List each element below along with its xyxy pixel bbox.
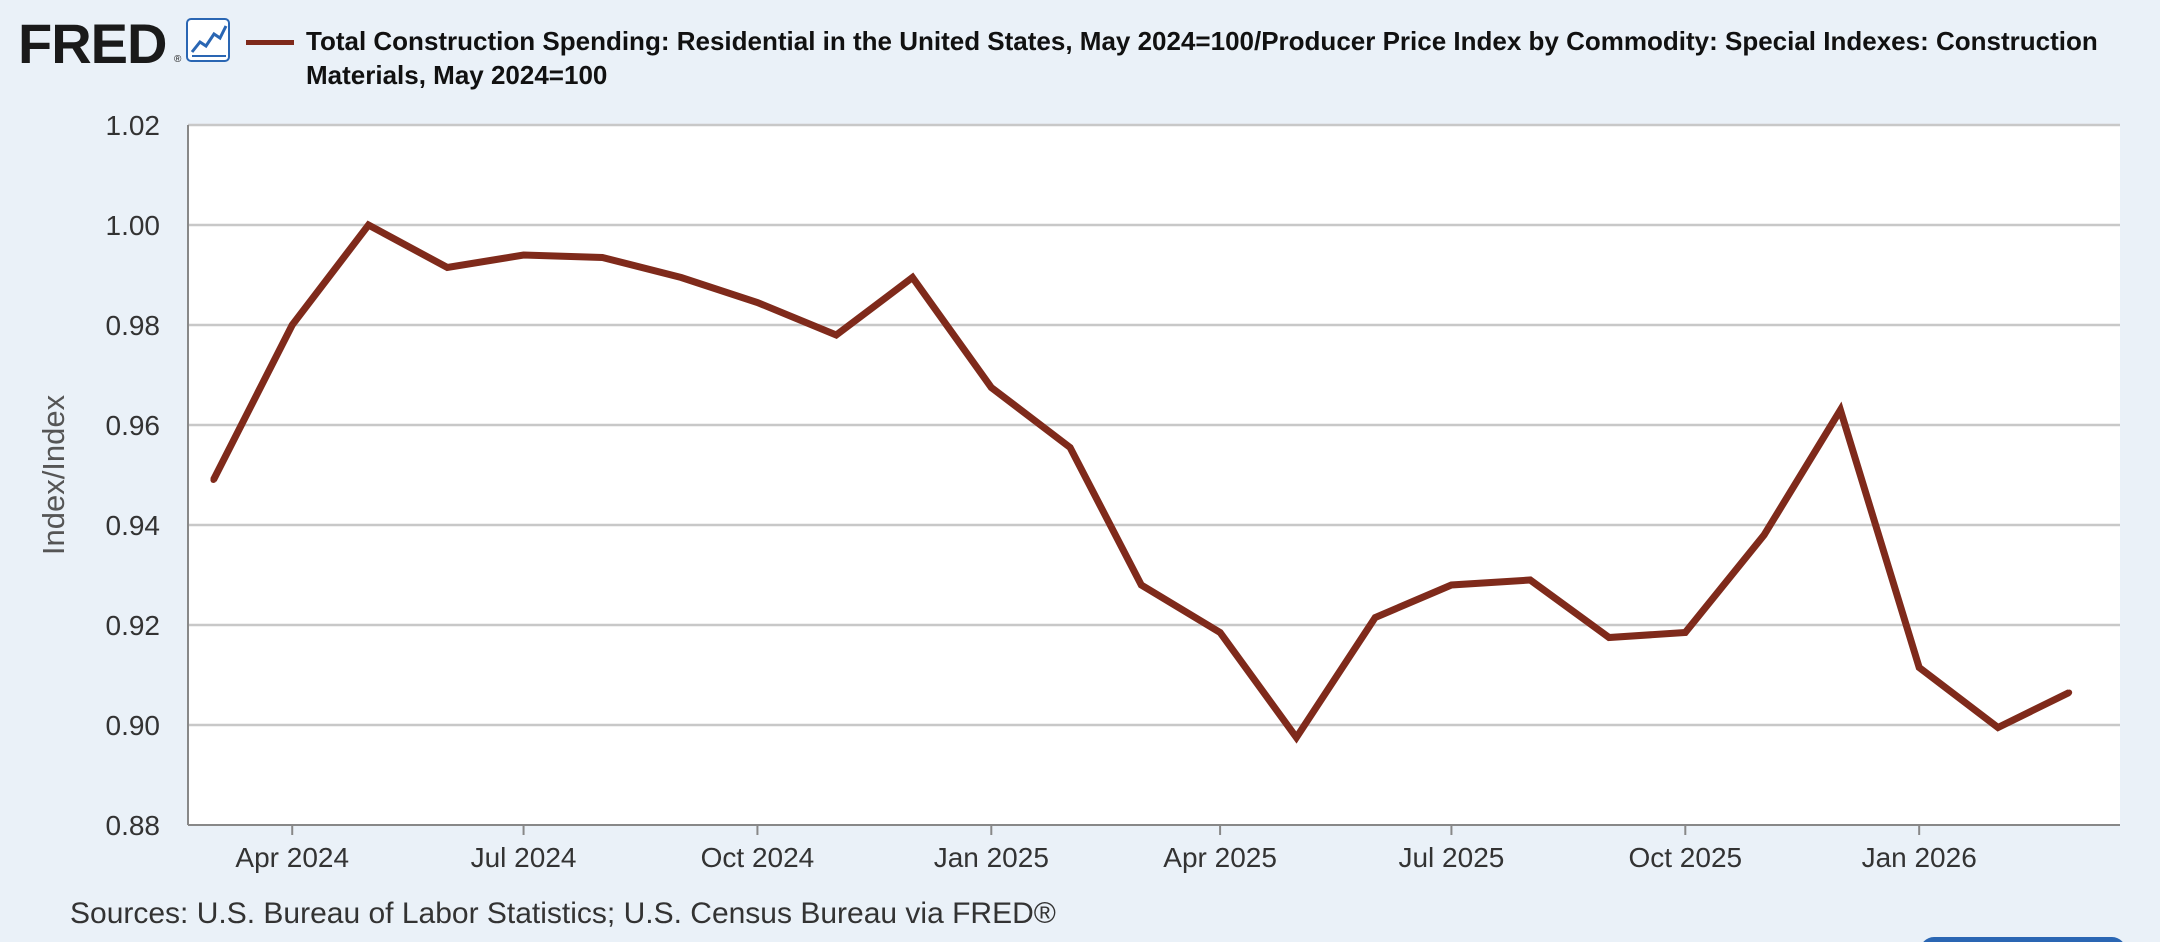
- data-point[interactable]: [1527, 577, 1534, 583]
- x-tick-label: Apr 2024: [235, 842, 349, 873]
- data-point[interactable]: [1995, 724, 2001, 731]
- data-point[interactable]: [1138, 582, 1145, 588]
- data-point[interactable]: [1916, 664, 1923, 671]
- graph-header: FRED ® Total Construction Spending: Resi…: [18, 14, 2148, 94]
- series-layer: [210, 220, 2073, 744]
- data-point[interactable]: [909, 274, 916, 281]
- y-axis-label: Index/Index: [36, 394, 71, 555]
- x-tick-label: Jan 2026: [1862, 842, 1977, 873]
- x-tick-label: Apr 2025: [1163, 842, 1277, 873]
- data-point[interactable]: [1448, 582, 1455, 588]
- data-point[interactable]: [1837, 407, 1844, 413]
- data-point[interactable]: [365, 222, 372, 228]
- series-title[interactable]: Total Construction Spending: Residential…: [306, 26, 2098, 90]
- data-point[interactable]: [444, 264, 451, 271]
- data-point[interactable]: [1606, 634, 1612, 641]
- y-tick-label: 1.00: [106, 210, 161, 241]
- gridlines: [188, 123, 2120, 727]
- data-point[interactable]: [1293, 734, 1300, 741]
- data-point[interactable]: [754, 299, 761, 306]
- y-axis-ticks: 0.88 0.90 0.92 0.94 0.96 0.98 1.00 1.02: [106, 110, 161, 841]
- x-tick-label: Oct 2025: [1628, 842, 1742, 873]
- y-tick-label: 0.92: [106, 610, 161, 641]
- x-tick-label: Oct 2024: [701, 842, 815, 873]
- data-point[interactable]: [1217, 629, 1224, 636]
- data-point[interactable]: [2066, 689, 2073, 696]
- x-tick-label: Jul 2024: [471, 842, 577, 873]
- data-point[interactable]: [520, 252, 527, 258]
- data-point[interactable]: [1372, 614, 1379, 621]
- fred-logo[interactable]: FRED: [18, 12, 167, 75]
- x-axis-ticks: Apr 2024 Jul 2024 Oct 2024 Jan 2025 Apr 2025…: [235, 825, 1977, 873]
- y-tick-label: 0.96: [106, 410, 161, 441]
- data-point[interactable]: [988, 384, 995, 391]
- fred-logo-mark: ®: [174, 54, 182, 65]
- bottom-button-edge[interactable]: [1920, 937, 2126, 942]
- y-tick-label: 0.98: [106, 310, 161, 341]
- plot-area: [188, 125, 2120, 825]
- y-tick-label: 0.90: [106, 710, 161, 741]
- source-note: Sources: U.S. Bureau of Labor Statistics…: [70, 897, 1056, 930]
- data-point[interactable]: [1682, 629, 1689, 636]
- data-point[interactable]: [833, 332, 840, 338]
- x-tick-label: Jan 2025: [934, 842, 1049, 873]
- line-chart-icon[interactable]: [186, 18, 230, 62]
- data-point[interactable]: [289, 322, 296, 328]
- y-tick-label: 0.94: [106, 510, 161, 541]
- data-point[interactable]: [678, 274, 685, 281]
- data-point[interactable]: [1761, 532, 1768, 538]
- line-chart: 0.88 0.90 0.92 0.94 0.96 0.98 1.00 1.02 Apr 202…: [36, 110, 2120, 873]
- legend-swatch: [246, 40, 294, 45]
- x-tick-label: Jul 2025: [1398, 842, 1504, 873]
- y-tick-label: 1.02: [106, 110, 161, 141]
- data-point[interactable]: [599, 254, 606, 261]
- data-point[interactable]: [210, 477, 217, 483]
- data-point[interactable]: [1067, 444, 1074, 451]
- y-tick-label: 0.88: [106, 810, 161, 841]
